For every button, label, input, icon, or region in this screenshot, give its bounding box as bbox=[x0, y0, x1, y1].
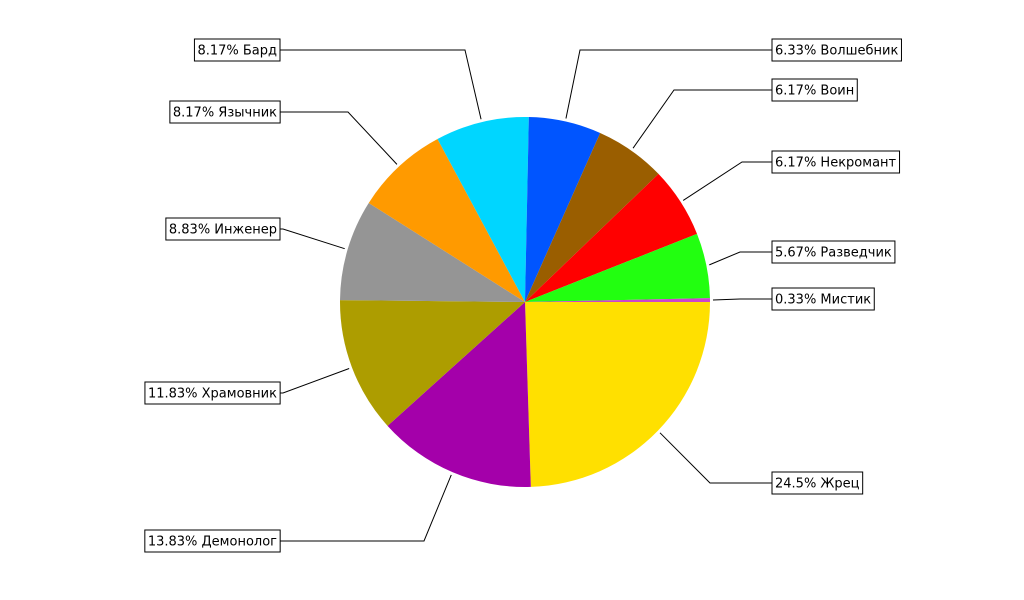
slice-label: 24.5% Жрец bbox=[775, 477, 860, 492]
slice-label: 6.33% Волшебник bbox=[775, 44, 898, 59]
label-box bbox=[771, 78, 858, 102]
label-box bbox=[193, 38, 281, 62]
label-box bbox=[771, 150, 901, 174]
label-box bbox=[771, 38, 902, 62]
leader-line bbox=[565, 49, 772, 119]
wedge bbox=[387, 302, 531, 487]
wedge bbox=[437, 116, 529, 302]
leader-line bbox=[280, 228, 345, 250]
leader-line bbox=[712, 298, 772, 301]
slice-label: 6.17% Некромант bbox=[775, 156, 897, 171]
slice-label: 6.17% Воин bbox=[775, 84, 854, 99]
slice-label: 5.67% Разведчик bbox=[775, 246, 892, 261]
wedge bbox=[368, 138, 525, 302]
wedge bbox=[525, 173, 698, 302]
slice-label: 11.83% Храмовник bbox=[148, 387, 277, 402]
leader-line bbox=[280, 474, 452, 542]
leader-line bbox=[632, 89, 772, 149]
label-box bbox=[144, 381, 281, 405]
label-box bbox=[771, 287, 875, 311]
labels: 24.5% Жрец 13.83% Демонолог 11.83% Храмовн… bbox=[144, 38, 902, 553]
wedge bbox=[340, 202, 525, 302]
wedge bbox=[525, 302, 710, 487]
slice-label: 0.33% Мистик bbox=[775, 293, 871, 308]
slice-label: 13.83% Демонолог bbox=[148, 535, 277, 550]
leader-line bbox=[280, 49, 482, 120]
slice-label: 8.17% Бард bbox=[197, 44, 277, 59]
wedge bbox=[525, 233, 710, 302]
leader-line bbox=[280, 368, 350, 394]
leader-line bbox=[709, 251, 772, 266]
wedges bbox=[340, 116, 710, 487]
wedge bbox=[340, 300, 525, 426]
wedge bbox=[525, 117, 601, 302]
label-box bbox=[169, 100, 281, 124]
wedge bbox=[525, 132, 659, 302]
label-box bbox=[771, 471, 864, 495]
leader-line bbox=[659, 432, 772, 484]
leader-line bbox=[682, 161, 772, 201]
slice-label: 8.17% Язычник bbox=[173, 106, 277, 121]
wedge bbox=[525, 298, 710, 302]
label-box bbox=[144, 529, 281, 553]
slice-label: 8.83% Инженер bbox=[169, 223, 277, 238]
label-box bbox=[165, 217, 281, 241]
leader-line bbox=[280, 111, 398, 165]
label-box bbox=[771, 240, 896, 264]
